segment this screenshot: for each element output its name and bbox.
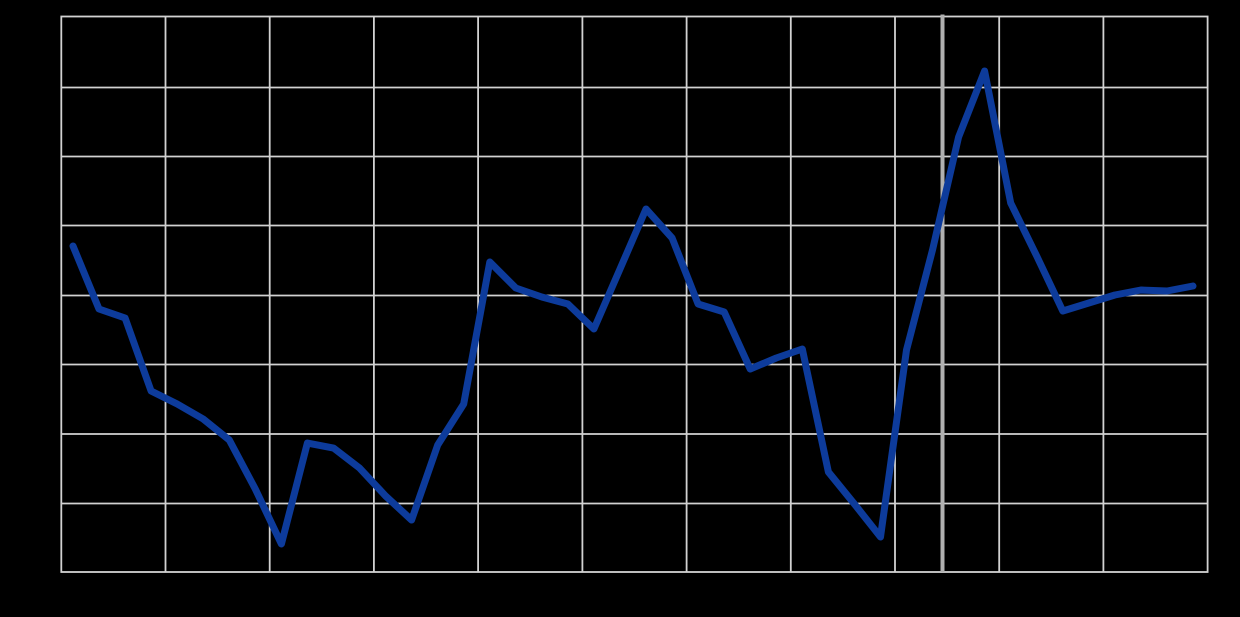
plot-border	[60, 15, 1209, 573]
series-line	[69, 67, 1197, 548]
